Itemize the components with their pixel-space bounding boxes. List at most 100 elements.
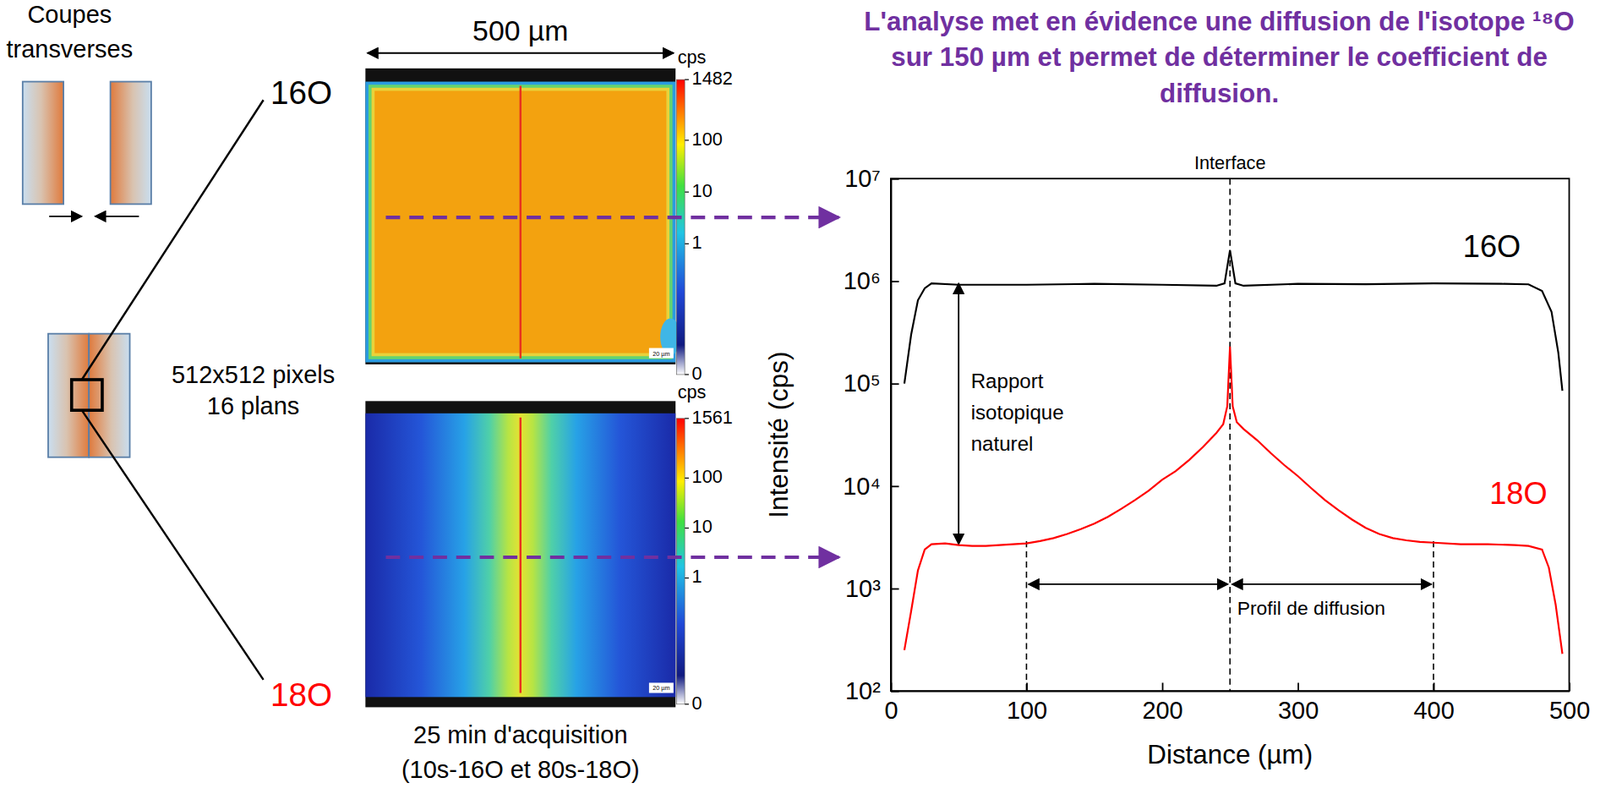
scale-bar: 20 µm: [652, 683, 670, 692]
x-tick-label: 0: [884, 696, 898, 724]
arrow: [95, 215, 140, 218]
y-tick-label: 10³: [845, 574, 881, 602]
y-tick-label: 10⁷: [844, 164, 881, 192]
colorbar-range: [676, 418, 685, 705]
colorbar-unit: cps: [677, 381, 707, 403]
link-arrow: [385, 215, 839, 219]
ratio-arrow: [957, 283, 960, 545]
width-label: 500 µm: [472, 14, 568, 47]
series-label: 18O: [1489, 475, 1547, 511]
link-arrow: [385, 555, 839, 559]
assembly-right: [88, 333, 130, 458]
map-image: [365, 81, 676, 363]
colorbar-tick: [684, 191, 689, 193]
colorbar-tick: [684, 477, 689, 479]
map-0: 20 µm01101001482cps: [365, 46, 733, 384]
colorbar-label: 0: [692, 692, 703, 714]
scale-bar-bg: [649, 348, 674, 359]
scale-bar: 20 µm: [652, 349, 670, 358]
map-interface: [519, 417, 522, 694]
colorbar-label: 1: [692, 565, 703, 587]
colorbar-label: 1482: [692, 67, 733, 89]
acquisition: 25 min d'acquisition: [413, 720, 628, 749]
colorbar: [676, 79, 685, 375]
section-right: [110, 81, 152, 205]
width-arrow: [367, 52, 674, 55]
zoom-line: [81, 99, 264, 380]
y-tick-label: 10⁴: [842, 472, 881, 500]
colorbar-tick: [684, 527, 689, 529]
y-tick-mark: [890, 280, 900, 283]
x-tick: 200: [1141, 682, 1183, 723]
profile-arrow: [1028, 583, 1229, 585]
profile-label: Profil de diffusion: [1237, 596, 1386, 619]
y-tick: 10⁴: [842, 472, 899, 500]
y-axis-title: Intensité (cps): [764, 351, 794, 519]
plot-area: [904, 250, 1563, 654]
series-label: 16O: [1463, 229, 1521, 264]
x-tick: 300: [1277, 682, 1319, 723]
x-tick-mark: [1162, 682, 1164, 691]
map-image: [365, 413, 676, 698]
caption: Coupestransverses: [6, 0, 134, 63]
y-tick: 10²: [845, 677, 900, 705]
y-tick-label: 10⁵: [843, 369, 881, 397]
colorbar-label: 100: [692, 465, 723, 487]
x-tick-label: 300: [1277, 696, 1319, 724]
map-frame: [365, 400, 676, 707]
title: L'analyse met en évidence une diffusion …: [863, 6, 1574, 108]
profile-bound: [1432, 540, 1435, 691]
x-axis-title: Distance (µm): [1146, 739, 1313, 770]
colorbar-label: 10: [692, 515, 713, 537]
scale-bar-bg: [649, 682, 674, 693]
y-tick: 10³: [845, 574, 900, 602]
x-tick: 500: [1549, 682, 1590, 723]
colorbar-label: 10: [692, 180, 713, 202]
map-image: [368, 84, 673, 360]
colorbar-unit: cps: [677, 46, 707, 68]
y-tick-mark: [890, 178, 900, 181]
y-tick-label: 10²: [845, 677, 881, 705]
x-tick-mark: [1297, 682, 1300, 691]
colorbar-tick: [684, 79, 689, 81]
colorbar-tick: [684, 417, 689, 419]
zoom-line: [81, 409, 264, 680]
y-tick: 10⁷: [844, 164, 899, 192]
series-line: [904, 346, 1563, 655]
image-info: 16 plans: [207, 392, 300, 420]
y-tick-mark: [890, 588, 900, 590]
zone: [71, 379, 103, 410]
x-tick-label: 500: [1549, 696, 1590, 724]
interface-label: Interface: [1194, 152, 1267, 174]
map-interface: [519, 85, 522, 358]
figure: L'analyse met en évidence une diffusion …: [0, 0, 1600, 794]
colorbar-tick: [684, 703, 689, 705]
x-tick-label: 100: [1006, 696, 1048, 724]
y-tick-mark: [890, 485, 900, 487]
colorbar-tick: [684, 577, 689, 579]
colorbar-label: 100: [692, 128, 723, 150]
colorbar-label: 1561: [692, 406, 733, 428]
acquisition: (10s-16O et 80s-18O): [401, 755, 640, 783]
y-tick-mark: [890, 382, 900, 385]
map-label: 18O: [270, 676, 333, 713]
assembly-left: [48, 333, 89, 458]
ratio-label: Rapportisotopiquenaturel: [971, 369, 1065, 456]
y-axis-line: [890, 179, 893, 692]
colorbar-tick: [684, 139, 689, 141]
colorbar-range: [676, 79, 685, 375]
x-tick-mark: [1568, 682, 1571, 691]
y-axis: 10² 10³ 10⁴ 10⁵ 10⁶ 10⁷: [842, 164, 899, 705]
colorbar-tick: [684, 373, 689, 375]
profile-bound: [1026, 540, 1028, 691]
chart: 0 100 200 300 400 500 10² 10³ 10⁴ 10⁵ 10⁶ 10⁷ Distan…: [764, 152, 1590, 769]
colorbar: [676, 418, 685, 705]
arrow: [49, 215, 82, 218]
map-1: 20 µm 0 1 10 100 1561 cps: [365, 381, 733, 714]
map-label: 16O: [270, 74, 333, 111]
y-tick: 10⁶: [843, 267, 900, 295]
y-tick-mark: [890, 690, 900, 693]
x-axis: 0 100 200 300 400 500: [884, 682, 1590, 723]
y-tick: 10⁵: [843, 369, 900, 397]
x-tick-label: 400: [1413, 696, 1454, 724]
